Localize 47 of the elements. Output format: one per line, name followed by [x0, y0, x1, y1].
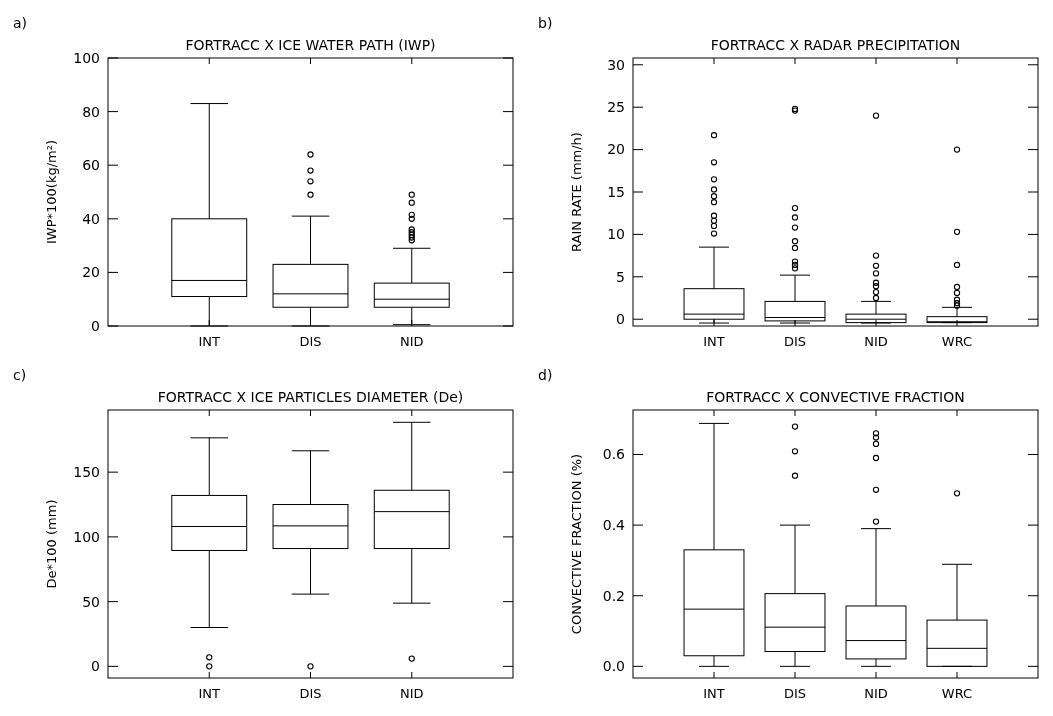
x-tick-label: WRC [941, 686, 973, 701]
x-tick-label: NID [399, 686, 424, 701]
y-tick-label: 20 [607, 141, 625, 158]
x-tick-label: DIS [783, 334, 807, 349]
x-tick-label: INT [198, 686, 221, 701]
y-tick-label: 10 [607, 226, 625, 243]
y-tick-label: 80 [82, 103, 100, 120]
x-tick-label: DIS [299, 686, 322, 701]
chart-title: FORTRACC X CONVECTIVE FRACTION [706, 389, 965, 405]
y-tick-label: 40 [82, 210, 100, 227]
y-tick-label: 100 [73, 528, 100, 545]
x-tick-label: INT [198, 334, 221, 349]
chart-title: FORTRACC X ICE WATER PATH (IWP) [185, 37, 436, 53]
x-tick-label: INT [703, 334, 725, 349]
x-tick-label: NID [399, 334, 424, 349]
y-tick-label: 0 [616, 311, 625, 328]
y-tick-label: 0.2 [602, 587, 625, 604]
y-tick-label: 25 [607, 99, 625, 116]
y-axis-title: De*100 (mm) [44, 499, 59, 589]
y-tick-label: 50 [82, 593, 100, 610]
text: b) [538, 15, 553, 31]
chart-title: FORTRACC X ICE PARTICLES DIAMETER (De) [157, 389, 464, 405]
y-tick-label: 30 [607, 56, 625, 73]
y-tick-label: 60 [82, 157, 100, 174]
y-tick-label: 5 [616, 268, 625, 285]
x-tick-label: WRC [941, 334, 973, 349]
y-tick-label: 100 [73, 49, 100, 66]
y-axis-title: IWP*100(kg/m²) [44, 139, 59, 245]
y-tick-label: 150 [73, 464, 100, 481]
y-tick-label: 0.0 [602, 658, 625, 675]
x-tick-label: NID [864, 686, 888, 701]
text: a) [13, 15, 28, 31]
x-tick-label: INT [703, 686, 725, 701]
x-tick-label: DIS [299, 334, 322, 349]
y-axis-title: RAIN RATE (mm/h) [569, 132, 584, 252]
x-tick-label: DIS [783, 686, 807, 701]
y-tick-label: 0 [91, 658, 100, 675]
y-axis-title: CONVECTIVE FRACTION (%) [569, 453, 584, 635]
text: d) [538, 367, 553, 383]
chart-title: FORTRACC X RADAR PRECIPITATION [710, 37, 961, 53]
text: c) [13, 367, 27, 383]
y-tick-label: 15 [607, 183, 625, 200]
y-tick-label: 0 [91, 317, 100, 334]
x-tick-label: NID [864, 334, 888, 349]
y-tick-label: 0.4 [602, 517, 626, 534]
y-tick-label: 0.6 [602, 446, 626, 463]
y-tick-label: 20 [82, 264, 100, 281]
